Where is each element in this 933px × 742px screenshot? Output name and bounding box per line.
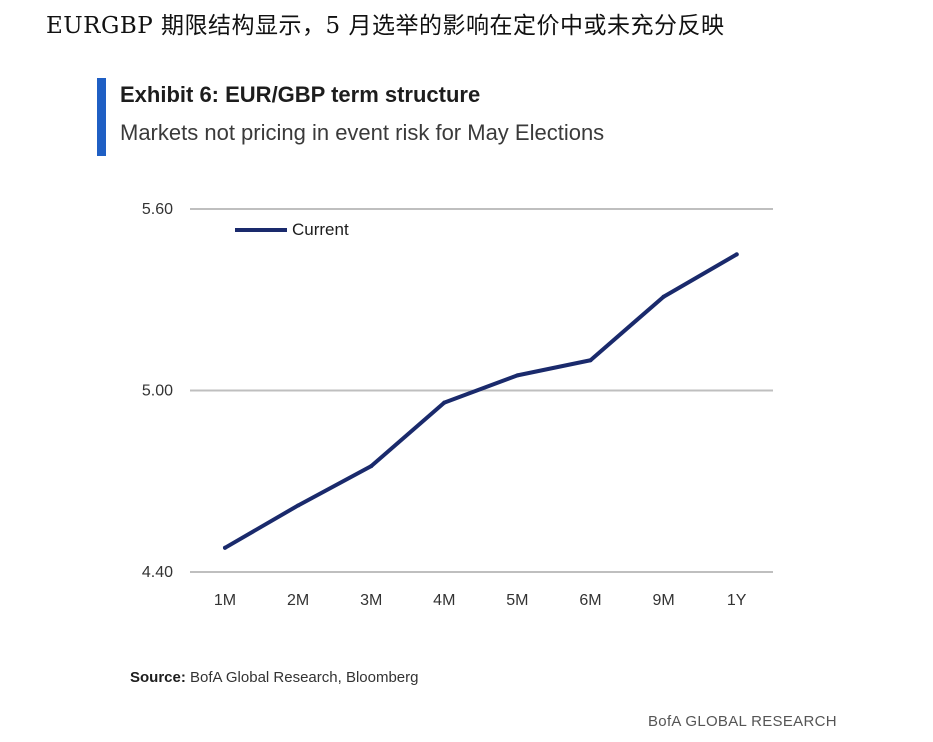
x-tick-label: 1Y [727,592,747,609]
data-point [734,252,739,257]
x-tick-label: 4M [433,592,455,609]
source-line: Source: BofA Global Research, Bloomberg [130,669,418,686]
data-point [515,373,520,378]
series-line-current [223,252,739,550]
x-tick-label: 9M [652,592,674,609]
data-point [296,503,301,508]
data-point [661,294,666,299]
x-tick-label: 1M [214,592,236,609]
brand-mark: BofA GLOBAL RESEARCH [648,713,837,730]
data-point [588,358,593,363]
exhibit-title: Exhibit 6: EUR/GBP term structure [120,82,481,107]
x-tick-label: 6M [579,592,601,609]
data-point [369,464,374,469]
page-heading: EURGBP 期限结构显示，5 月选举的影响在定价中或未充分反映 [46,13,725,39]
y-tick-label: 5.60 [142,201,173,218]
y-tick-label: 5.00 [142,383,173,400]
exhibit-subtitle: Markets not pricing in event risk for Ma… [120,120,605,145]
source-label: Source: [130,669,186,686]
x-tick-label: 3M [360,592,382,609]
y-tick-label: 4.40 [142,564,173,581]
x-tick-label: 5M [506,592,528,609]
source-text: BofA Global Research, Bloomberg [185,669,419,686]
x-tick-label: 2M [287,592,309,609]
data-point [223,545,227,550]
legend-label: Current [292,220,349,239]
exhibit-accent-bar [97,78,106,156]
data-point [442,400,447,405]
